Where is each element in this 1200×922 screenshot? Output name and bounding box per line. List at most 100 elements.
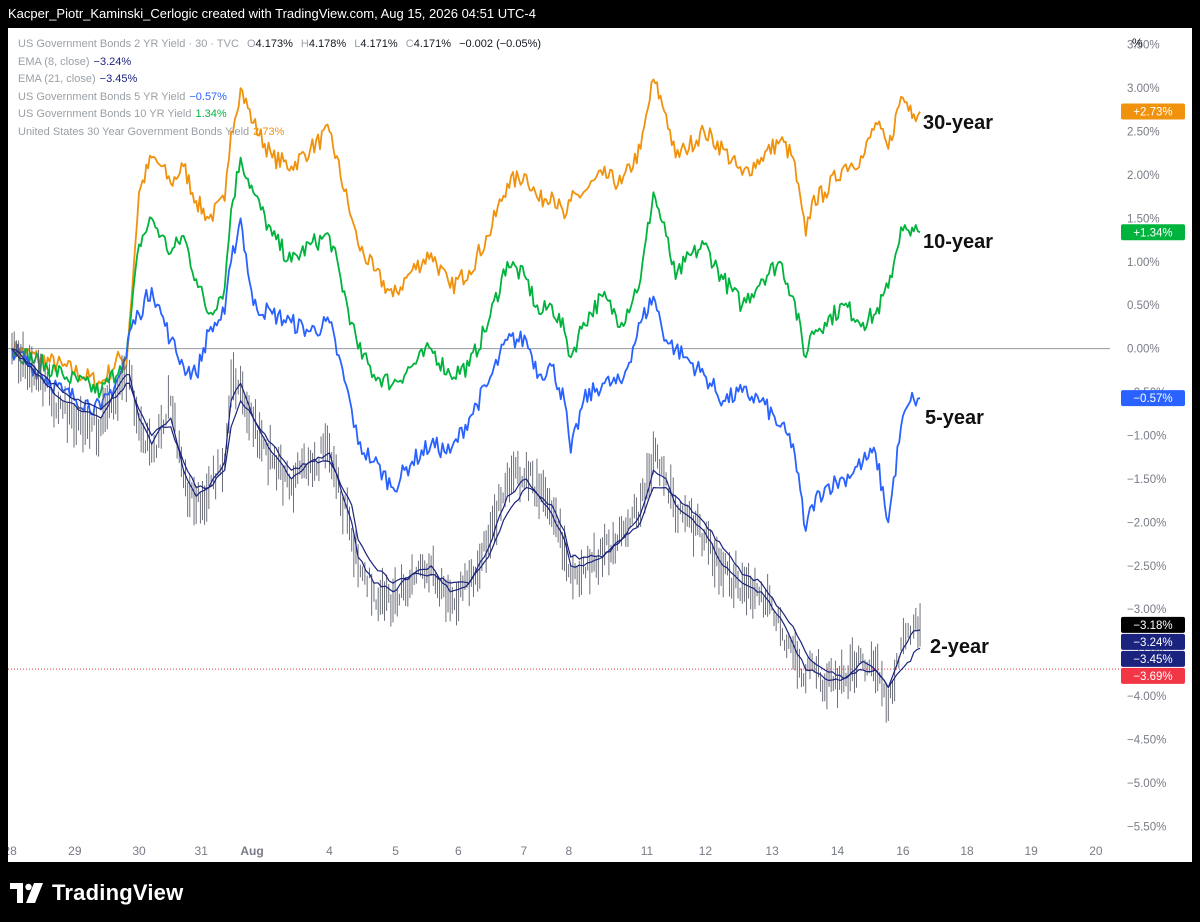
price-tag-label: +2.73%: [1133, 107, 1172, 119]
tradingview-brand[interactable]: TradingView: [10, 878, 183, 908]
low-key: L: [354, 38, 361, 50]
plot-area[interactable]: [11, 78, 921, 723]
legend-value: −3.45%: [99, 73, 138, 85]
x-tick-label: 14: [831, 844, 845, 858]
legend-label: US Government Bonds 10 YR Yield: [18, 108, 192, 120]
price-tag-bg: [1121, 650, 1185, 667]
low-value: 4.171%: [360, 38, 398, 50]
high-key: H: [300, 38, 309, 50]
y-axis[interactable]: 3.50% 3.00% 2.50% 2.00% 1.50% 1.00% 0.50% 0.00%…: [1127, 40, 1166, 834]
y-tick-label: −1.00%: [1127, 431, 1166, 443]
y-tick-label: −2.00%: [1127, 517, 1166, 529]
price-tag-bg: [1121, 667, 1185, 684]
y-tick-label: 0.50%: [1127, 300, 1160, 312]
x-tick-label: Aug: [240, 844, 263, 858]
y-tick-label: −3.00%: [1127, 604, 1166, 616]
brand-name: TradingView: [52, 880, 184, 905]
x-tick-label: 16: [896, 844, 910, 858]
legend-label: United States 30 Year Government Bonds Y…: [18, 125, 250, 138]
series-2-year-bars[interactable]: [11, 331, 921, 723]
annotation-5-year: 5-year: [925, 407, 984, 429]
legend-value: 1.34%: [195, 108, 227, 120]
price-tag-label: −3.45%: [1133, 654, 1172, 666]
y-tick-label: 0.00%: [1127, 344, 1160, 356]
y-tick-label: 1.00%: [1127, 257, 1160, 269]
x-axis[interactable]: 28 29 30 31 Aug 4 5 6 7 8 11 12 13 14 16 18 19 20: [8, 844, 1103, 858]
price-tag: −0.57%: [1121, 390, 1185, 407]
price-tag: +2.73%: [1121, 103, 1185, 120]
footer-bar: [0, 862, 1200, 922]
x-tick-label: 31: [195, 844, 209, 858]
legend-row-5yr[interactable]: US Government Bonds 5 YR Yield −0.57%: [18, 89, 541, 107]
close-key: C: [405, 38, 414, 50]
price-tag: −3.69%: [1121, 667, 1185, 684]
y-tick-label: −4.00%: [1127, 691, 1166, 703]
annotation-10-year: 10-year: [923, 231, 993, 253]
series-ema-21-close-[interactable]: [11, 348, 921, 688]
axis-unit: %: [1132, 36, 1143, 50]
x-tick-label: 6: [455, 844, 462, 858]
change-value: −0.002 (−0.05%): [459, 38, 542, 50]
y-tick-label: −2.50%: [1127, 561, 1166, 573]
price-tag-bg: [1121, 224, 1185, 241]
y-tick-label: −1.50%: [1127, 474, 1166, 486]
price-tags: +2.73% +1.34% −0.57% −3.18% −3.24% −3.45% −3.6…: [1121, 103, 1185, 684]
price-tag-label: −3.69%: [1133, 671, 1172, 683]
y-tick-label: 2.00%: [1127, 170, 1160, 182]
y-tick-label: −4.50%: [1127, 734, 1166, 746]
legend-row-30yr[interactable]: United States 30 Year Government Bonds Y…: [18, 124, 541, 142]
price-tag-label: −0.57%: [1133, 393, 1172, 405]
open-value: 4.173%: [255, 38, 293, 50]
chart-canvas[interactable]: 3.50% 3.00% 2.50% 2.00% 1.50% 1.00% 0.50% 0.00%…: [8, 28, 1192, 862]
legend-label: EMA (8, close): [18, 55, 90, 68]
y-tick-label: −5.50%: [1127, 821, 1166, 833]
chart-legend: US Government Bonds 2 YR Yield · 30 · TV…: [18, 36, 541, 141]
y-tick-label: 3.00%: [1127, 83, 1160, 95]
x-tick-label: 11: [641, 844, 654, 858]
price-tag-label: +1.34%: [1133, 227, 1172, 239]
price-tag-bg: [1121, 616, 1185, 633]
x-tick-label: 13: [765, 844, 779, 858]
annotation-2-year: 2-year: [930, 636, 989, 658]
x-tick-label: 29: [68, 844, 82, 858]
series-5-year[interactable]: [11, 217, 921, 532]
x-tick-label: 4: [326, 844, 333, 858]
legend-row-ema21[interactable]: EMA (21, close) −3.45%: [18, 71, 541, 89]
price-tag: −3.24%: [1121, 633, 1185, 650]
chart-frame: [8, 28, 1192, 862]
legend-main-title: US Government Bonds 2 YR Yield · 30 · TV…: [18, 38, 239, 50]
price-tag-bg: [1121, 633, 1185, 650]
annotation-30-year: 30-year: [923, 112, 993, 134]
chart-caption: Kacper_Piotr_Kaminski_Cerlogic created w…: [0, 0, 1200, 28]
open-key: O: [246, 38, 256, 50]
close-value: 4.171%: [413, 38, 452, 50]
y-tick-label: 2.50%: [1127, 127, 1160, 139]
x-tick-label: 5: [392, 844, 399, 858]
tradingview-logo-icon: [10, 883, 43, 903]
high-value: 4.178%: [308, 38, 347, 50]
price-tag-bg: [1121, 390, 1185, 407]
y-tick-label: 1.50%: [1127, 213, 1160, 225]
legend-row-ema8[interactable]: EMA (8, close) −3.24%: [18, 54, 541, 72]
legend-value: 2.73%: [253, 125, 285, 138]
legend-label: EMA (21, close): [18, 73, 96, 85]
price-tag: −3.45%: [1121, 650, 1185, 667]
price-tag: −3.18%: [1121, 616, 1185, 633]
series-annotations: 30-year 10-year 5-year 2-year: [923, 112, 993, 658]
x-tick-label: 7: [520, 844, 527, 858]
legend-row-10yr[interactable]: US Government Bonds 10 YR Yield 1.34%: [18, 106, 541, 124]
legend-main-row[interactable]: US Government Bonds 2 YR Yield · 30 · TV…: [18, 36, 541, 54]
series-10-year[interactable]: [11, 156, 921, 399]
reference-lines: [8, 348, 1122, 670]
legend-value: −0.57%: [189, 90, 227, 103]
price-tag-label: −3.24%: [1133, 637, 1172, 649]
series-30-year[interactable]: [11, 78, 921, 391]
x-tick-label: 18: [960, 844, 974, 858]
price-tag-label: −3.18%: [1133, 620, 1172, 632]
y-tick-label: −5.00%: [1127, 778, 1166, 790]
x-tick-label: 8: [566, 844, 573, 858]
price-tag-bg: [1121, 103, 1185, 120]
x-tick-label: 19: [1024, 844, 1038, 858]
legend-label: US Government Bonds 5 YR Yield: [18, 90, 186, 103]
series-ema-8-close-[interactable]: [11, 348, 921, 688]
